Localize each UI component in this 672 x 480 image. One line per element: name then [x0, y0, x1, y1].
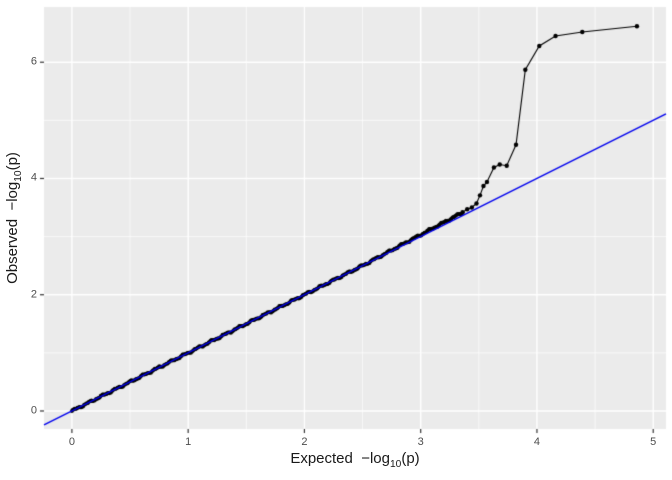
- x-tick-label: 5: [650, 436, 657, 448]
- y-tick-label: 0: [30, 404, 37, 417]
- x-tick-label: 1: [185, 436, 192, 448]
- y-axis-title-suffix: (p): [4, 152, 21, 171]
- y-tick-label: 2: [30, 288, 37, 301]
- x-tick-label: 0: [68, 436, 75, 448]
- x-axis-title-suffix: (p): [401, 450, 420, 467]
- x-tick-label: 3: [417, 436, 424, 448]
- x-axis-title-text: Expected −log: [290, 450, 390, 467]
- y-axis-title-subscript: 10: [13, 170, 24, 182]
- x-axis-title-subscript: 10: [389, 459, 402, 470]
- y-tick-label: 4: [30, 171, 37, 184]
- x-axis-title: Expected −log10(p): [290, 451, 419, 473]
- x-tick-label: 4: [533, 436, 540, 448]
- y-tick-label: 6: [30, 55, 37, 68]
- y-axis-title: Observed −log10(p): [4, 152, 27, 284]
- x-tick-label: 2: [301, 436, 308, 448]
- y-axis-title-text: Observed −log: [4, 181, 21, 284]
